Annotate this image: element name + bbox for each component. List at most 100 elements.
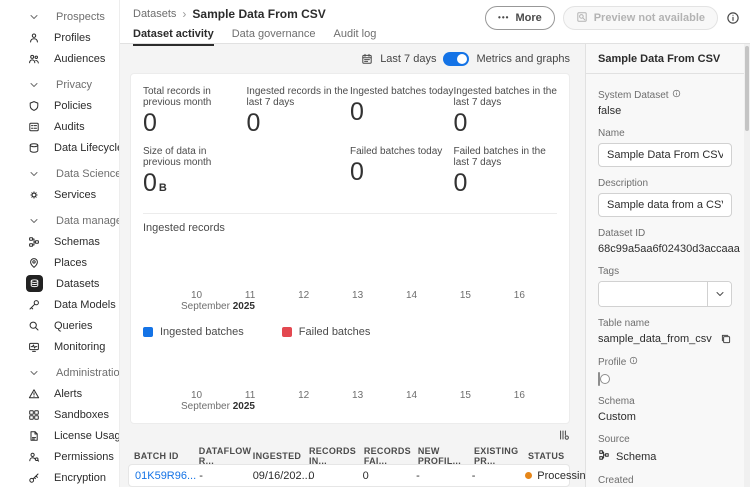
sidebar-item-monitoring[interactable]: Monitoring: [0, 336, 119, 357]
sidebar-label: Queries: [54, 319, 93, 332]
metric-label: Ingested records in the last 7 days: [246, 86, 349, 109]
existing-profiles-cell: -: [471, 469, 476, 482]
more-button-label: More: [515, 12, 542, 24]
x-tick-label: 10: [191, 390, 203, 402]
sidebar-item-alerts[interactable]: Alerts: [0, 383, 119, 404]
schema-source-icon: [598, 449, 610, 464]
system-dataset-label: System Dataset: [598, 89, 732, 101]
sidebar-label: License Usage: [54, 429, 120, 442]
sidebar-item-places[interactable]: Places: [0, 252, 119, 273]
tab-data-governance[interactable]: Data governance: [231, 28, 316, 40]
column-header[interactable]: BATCH ID: [134, 451, 179, 462]
sidebar-label: Audits: [54, 120, 85, 133]
sidebar-label: Alerts: [54, 387, 83, 400]
table-name-value: sample_data_from_csv: [598, 333, 712, 345]
metric-value: 0: [453, 109, 468, 138]
column-header[interactable]: INGESTED: [252, 451, 302, 462]
page-header: Datasets › Sample Data From CSV ••• More…: [120, 0, 750, 46]
scrollbar-thumb[interactable]: [745, 46, 749, 131]
system-dataset-value: false: [598, 105, 622, 117]
metric-label: Failed batches in the last 7 days: [453, 146, 546, 169]
batch-id-link[interactable]: 01K59R96...: [135, 469, 197, 482]
metrics-and-graphs-toggle[interactable]: [443, 51, 470, 66]
tags-input[interactable]: [599, 282, 707, 306]
x-tick-label: 11: [244, 290, 256, 302]
chevron-down-icon[interactable]: [707, 282, 731, 306]
info-icon[interactable]: [726, 11, 740, 25]
metric-label: Ingested batches in the last 7 days: [453, 86, 557, 109]
breadcrumb: Datasets › Sample Data From CSV: [133, 7, 738, 21]
breadcrumb-datasets-link[interactable]: Datasets: [133, 8, 177, 20]
license-usage-icon: [26, 428, 41, 443]
sidebar-item-encryption[interactable]: Encryption: [0, 467, 119, 487]
tab-bar: Dataset activity Data governance Audit l…: [133, 28, 738, 46]
sidebar-label: Data Lifecycle: [54, 141, 120, 154]
sidebar-item-data-models-poc[interactable]: Data Models (POC): [0, 294, 119, 315]
metric-label: Size of data in previous month: [143, 146, 212, 169]
sidebar-label: Audiences: [54, 52, 106, 65]
new-profiles-cell: -: [416, 469, 420, 482]
metric-failed-batches-7d: Failed batches in the last 7 days 0: [454, 146, 558, 203]
sidebar-label: Prospects: [56, 10, 105, 23]
profile-toggle[interactable]: [598, 372, 610, 386]
batches-axis-month: September 2025: [181, 401, 255, 413]
vertical-scrollbar[interactable]: [744, 44, 750, 487]
column-settings-icon[interactable]: [558, 429, 570, 444]
sidebar-section-administration[interactable]: Administration: [0, 362, 119, 383]
date-range-button[interactable]: Last 7 days: [380, 52, 437, 65]
column-header[interactable]: EXISTING PR...: [473, 446, 519, 467]
chevron-down-icon: [26, 9, 41, 24]
more-button[interactable]: ••• More: [485, 6, 555, 30]
sidebar-label: Sandboxes: [54, 408, 110, 421]
sidebar-item-sandboxes[interactable]: Sandboxes: [0, 404, 119, 425]
sidebar-section-privacy[interactable]: Privacy: [0, 74, 119, 95]
batches-plot-area: [143, 338, 557, 390]
name-field[interactable]: [598, 143, 732, 167]
sidebar-item-queries[interactable]: Queries: [0, 315, 119, 336]
sidebar-item-datasets[interactable]: Datasets: [0, 273, 119, 294]
sidebar-item-data-lifecycle[interactable]: Data Lifecycle: [0, 137, 119, 158]
sidebar-item-services[interactable]: Services: [0, 184, 119, 205]
legend-swatch: [281, 326, 292, 337]
sidebar-label: Permissions: [54, 450, 114, 463]
metric-empty-slot: [247, 146, 351, 203]
sidebar-item-audits[interactable]: Audits: [0, 116, 119, 137]
ingested-records-plot-area: [143, 234, 557, 290]
sidebar-item-audiences[interactable]: Audiences: [0, 48, 119, 69]
column-header[interactable]: STATUS: [527, 451, 565, 462]
dataflow-run-cell: -: [199, 469, 203, 482]
tab-dataset-activity[interactable]: Dataset activity: [133, 28, 214, 46]
more-dots-icon: •••: [498, 12, 510, 22]
column-header[interactable]: NEW PROFIL...: [417, 446, 462, 467]
column-header[interactable]: DATAFLOW R...: [198, 446, 252, 467]
sidebar-section-prospects[interactable]: Prospects: [0, 6, 119, 27]
preview-icon: [576, 11, 588, 26]
column-header[interactable]: RECORDS FAI...: [363, 446, 411, 467]
sidebar: Prospects Profiles Audiences Privacy Policie…: [0, 0, 120, 487]
batches-table-header: BATCH ID DATAFLOW R... INGESTED RECORDS IN.…: [130, 446, 570, 466]
sidebar-item-permissions[interactable]: Permissions: [0, 446, 119, 467]
copy-icon[interactable]: [720, 333, 732, 345]
sidebar-label: Places: [54, 256, 88, 269]
info-icon[interactable]: [629, 356, 638, 368]
metric-unit: B: [158, 182, 167, 195]
metric-value: 0: [143, 109, 157, 138]
sidebar-item-profiles[interactable]: Profiles: [0, 27, 119, 48]
tags-label: Tags: [598, 266, 620, 277]
legend-item: Failed batches: [281, 326, 370, 338]
description-field[interactable]: [598, 193, 732, 217]
info-icon[interactable]: [672, 89, 681, 101]
sidebar-section-data-management[interactable]: Data management: [0, 210, 119, 231]
encryption-icon: [26, 470, 41, 485]
tab-audit-log[interactable]: Audit log: [333, 28, 377, 40]
page-title: Sample Data From CSV: [192, 7, 326, 21]
column-header[interactable]: RECORDS IN...: [308, 446, 357, 467]
sidebar-item-schemas[interactable]: Schemas: [0, 231, 119, 252]
table-toolbar: [130, 428, 570, 444]
sidebar-item-license-usage[interactable]: License Usage: [0, 425, 119, 446]
sidebar-section-data-science[interactable]: Data Science: [0, 163, 119, 184]
sidebar-label: Datasets: [56, 277, 100, 290]
sidebar-item-policies[interactable]: Policies: [0, 95, 119, 116]
source-value: Schema: [616, 450, 657, 463]
